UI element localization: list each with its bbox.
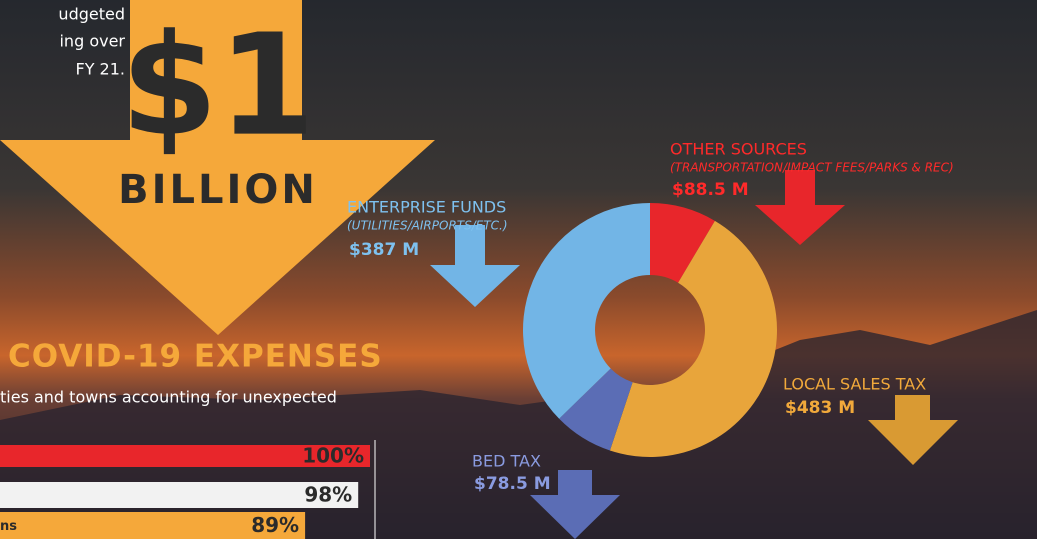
mountains: [0, 310, 1037, 539]
big-number: $1: [121, 5, 316, 168]
arrow: [530, 470, 620, 539]
donut-slice: [522, 203, 650, 419]
legend-subtitle: (TRANSPORTATION/IMPACT FEES/PARKS & REC): [670, 161, 954, 175]
legend-label: OTHER SOURCES: [670, 140, 807, 159]
legend-label: ENTERPRISE FUNDS: [347, 198, 506, 217]
bar-value-label: 89%: [251, 513, 299, 537]
arrow: [868, 395, 958, 465]
bar-label: ns: [0, 519, 17, 534]
intro-line: udgeted: [58, 5, 125, 24]
value-label: $387 M: [349, 240, 419, 260]
donut-slice: [559, 368, 633, 451]
bar: [0, 445, 370, 467]
value-label: $88.5 M: [672, 180, 749, 200]
section-title: COVID-19 EXPENSES: [8, 339, 383, 375]
bar: [0, 512, 306, 539]
big-unit: BILLION: [118, 167, 318, 213]
arrow: [755, 170, 845, 245]
donut-slice: [609, 220, 778, 458]
legend-subtitle: (UTILITIES/AIRPORTS/ETC.): [347, 219, 508, 233]
bar-value-label: 100%: [302, 444, 364, 468]
section-subtitle: ties and towns accounting for unexpected: [0, 388, 337, 407]
bar-value-label: 98%: [304, 483, 352, 507]
value-label: $483 M: [785, 398, 855, 418]
big-arrow: [0, 0, 435, 335]
legend-label: BED TAX: [472, 452, 541, 471]
donut-slice: [650, 203, 715, 283]
value-label: $78.5 M: [474, 474, 551, 494]
bar: [0, 482, 359, 508]
intro-line: ing over: [59, 32, 125, 51]
arrow: [430, 225, 520, 307]
legend-label: LOCAL SALES TAX: [783, 375, 926, 394]
intro-line: FY 21.: [75, 60, 125, 79]
